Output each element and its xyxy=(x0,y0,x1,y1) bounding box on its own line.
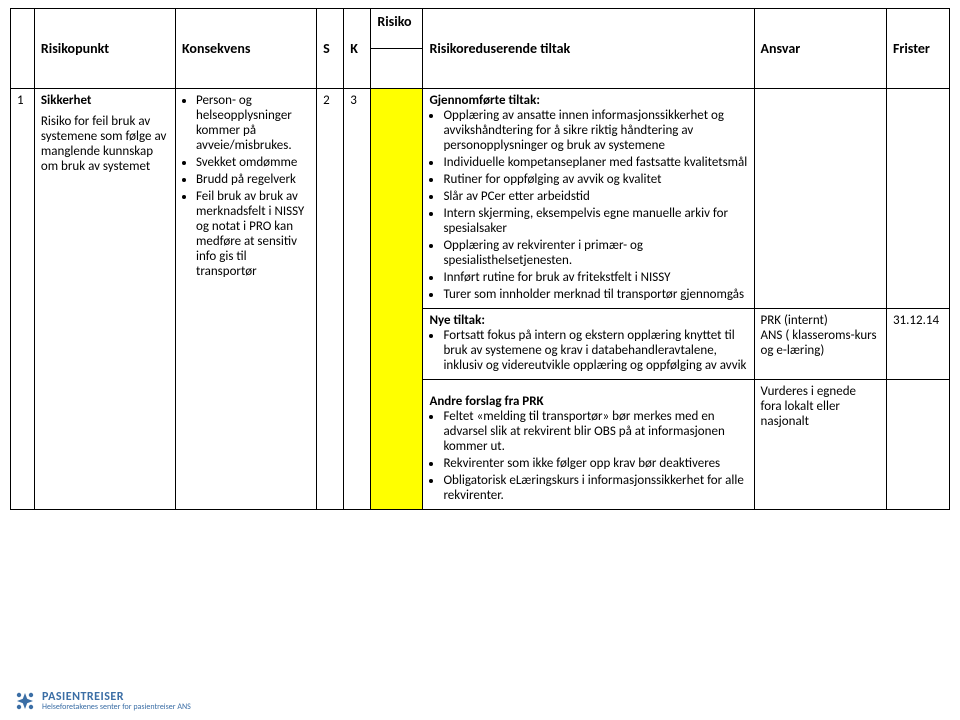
list-item: Person- og helseopplysninger kommer på a… xyxy=(196,93,310,153)
risikopunkt-text: Risiko for feil bruk av systemene som fø… xyxy=(41,114,166,174)
cell-risikopunkt: Sikkerhet Risiko for feil bruk av system… xyxy=(34,89,175,510)
list-item: Rutiner for oppfølging av avvik og kvali… xyxy=(443,172,747,187)
header-konsekvens: Konsekvens xyxy=(175,9,316,89)
list-item: Opplæring av rekvirenter i primær- og sp… xyxy=(443,238,747,268)
row-index: 1 xyxy=(11,89,35,510)
header-risiko-sub xyxy=(371,49,423,89)
logo: PASIENTREISER Helseforetakenes senter fo… xyxy=(14,690,191,712)
list-item: Feil bruk av bruk av merknadsfelt i NISS… xyxy=(196,189,310,279)
list-item: Feltet «melding til transportør» bør mer… xyxy=(443,409,747,454)
cell-ansvar-gjennom xyxy=(754,89,886,309)
cell-tiltak-andre: Andre forslag fra PRK Feltet «melding ti… xyxy=(423,380,754,510)
risk-table: Risikopunkt Konsekvens S K Risiko Risiko… xyxy=(10,8,950,510)
ansvar-line: ANS ( klasseroms-kurs og e-læring) xyxy=(761,328,880,358)
cell-konsekvens: Person- og helseopplysninger kommer på a… xyxy=(175,89,316,510)
cell-frist-gjennom xyxy=(886,89,949,309)
list-item: Individuelle kompetanseplaner med fastsa… xyxy=(443,155,747,170)
gjennom-label: Gjennomførte tiltak: xyxy=(429,93,539,108)
logo-line2: Helseforetakenes senter for pasientreise… xyxy=(42,703,191,711)
header-k: K xyxy=(344,9,371,89)
andre-label: Andre forslag fra PRK xyxy=(429,394,543,409)
header-frister: Frister xyxy=(886,9,949,89)
header-ansvar: Ansvar xyxy=(754,9,886,89)
cell-ansvar-nye: PRK (internt)ANS ( klasseroms-kurs og e-… xyxy=(754,309,886,380)
header-tiltak: Risikoreduserende tiltak xyxy=(423,9,754,89)
logo-icon xyxy=(14,690,36,712)
list-item: Turer som innholder merknad til transpor… xyxy=(443,287,747,302)
list-item: Rekvirenter som ikke følger opp krav bør… xyxy=(443,456,747,471)
header-risikopunkt: Risikopunkt xyxy=(34,9,175,89)
cell-k: 3 xyxy=(344,89,371,510)
cell-frist-andre xyxy=(886,380,949,510)
list-item: Svekket omdømme xyxy=(196,155,310,170)
list-item: Opplæring av ansatte innen informasjonss… xyxy=(443,108,747,153)
table-row: 1 Sikkerhet Risiko for feil bruk av syst… xyxy=(11,89,950,309)
header-index xyxy=(11,9,35,89)
list-item: Obligatorisk eLæringskurs i informasjons… xyxy=(443,473,747,503)
cell-frist-nye: 31.12.14 xyxy=(886,309,949,380)
cell-tiltak-nye: Nye tiltak: Fortsatt fokus på intern og … xyxy=(423,309,754,380)
cell-s: 2 xyxy=(317,89,344,510)
cell-risiko xyxy=(371,89,423,510)
list-item: Innført rutine for bruk av fritekstfelt … xyxy=(443,270,747,285)
header-s: S xyxy=(317,9,344,89)
nye-label: Nye tiltak: xyxy=(429,313,485,328)
list-item: Brudd på regelverk xyxy=(196,172,310,187)
cell-ansvar-andre: Vurderes i egnede fora lokalt eller nasj… xyxy=(754,380,886,510)
list-item: Fortsatt fokus på intern og ekstern oppl… xyxy=(443,328,747,373)
header-risiko: Risiko xyxy=(371,9,423,49)
ansvar-line: PRK (internt) xyxy=(761,313,880,328)
cell-tiltak-gjennom: Gjennomførte tiltak: Opplæring av ansatt… xyxy=(423,89,754,309)
list-item: Slår av PCer etter arbeidstid xyxy=(443,189,747,204)
list-item: Intern skjerming, eksempelvis egne manue… xyxy=(443,206,747,236)
risikopunkt-title: Sikkerhet xyxy=(41,93,92,108)
table-header: Risikopunkt Konsekvens S K Risiko Risiko… xyxy=(11,9,950,89)
